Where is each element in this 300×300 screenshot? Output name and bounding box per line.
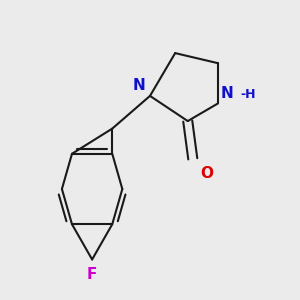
Text: O: O: [200, 167, 213, 182]
Text: -H: -H: [241, 88, 256, 101]
Text: N: N: [220, 86, 233, 101]
Text: F: F: [87, 267, 97, 282]
Text: N: N: [132, 78, 145, 93]
